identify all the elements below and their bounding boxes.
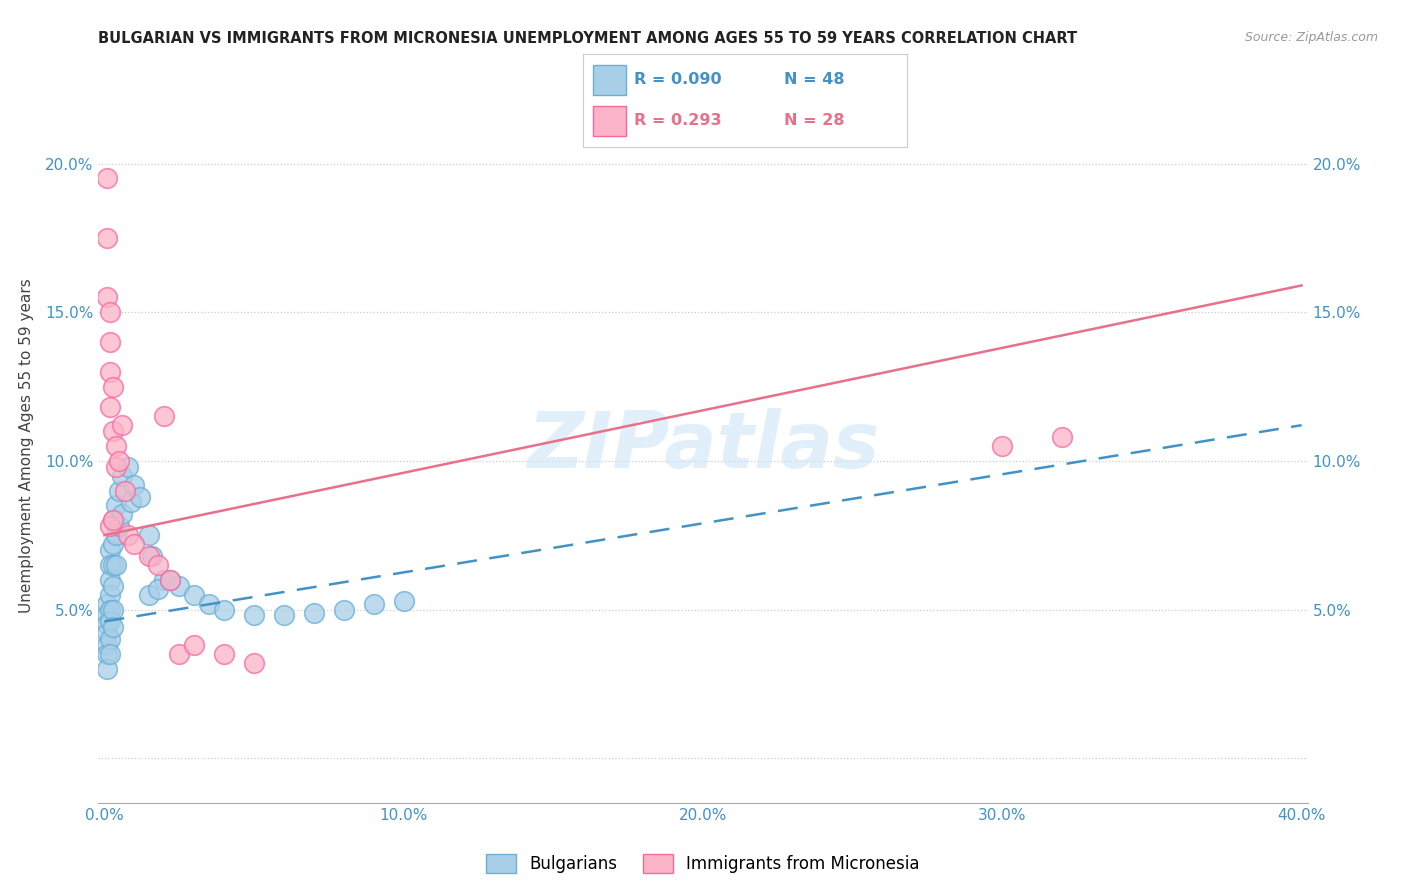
Legend: Bulgarians, Immigrants from Micronesia: Bulgarians, Immigrants from Micronesia <box>479 847 927 880</box>
Text: N = 48: N = 48 <box>785 72 845 87</box>
Text: N = 28: N = 28 <box>785 113 845 128</box>
Point <box>100 401 122 415</box>
Point <box>108 519 131 533</box>
Point <box>212 602 235 616</box>
Y-axis label: Unemployment Among Ages 55 to 59 years: Unemployment Among Ages 55 to 59 years <box>20 278 34 614</box>
Point <box>243 656 266 670</box>
Point <box>148 558 170 572</box>
Point <box>111 508 134 522</box>
Point <box>105 439 128 453</box>
Point <box>100 615 122 629</box>
Point <box>96 171 118 186</box>
Point <box>103 620 125 634</box>
Point <box>96 608 118 623</box>
Point <box>105 459 128 474</box>
Text: R = 0.293: R = 0.293 <box>634 113 721 128</box>
Point <box>167 579 190 593</box>
Point <box>333 602 356 616</box>
Point <box>153 409 176 424</box>
Point <box>103 537 125 551</box>
Point <box>111 418 134 433</box>
Point <box>114 483 136 498</box>
Point <box>159 573 181 587</box>
Point <box>105 528 128 542</box>
Point <box>103 513 125 527</box>
Point <box>120 495 142 509</box>
Point <box>273 608 295 623</box>
Point <box>198 597 221 611</box>
Point <box>96 617 118 632</box>
Point <box>100 519 122 533</box>
Point <box>100 602 122 616</box>
Point <box>100 588 122 602</box>
Point <box>103 602 125 616</box>
Point <box>100 558 122 572</box>
Point <box>100 365 122 379</box>
Point <box>96 626 118 640</box>
Point <box>991 439 1014 453</box>
Point <box>117 528 139 542</box>
Point <box>96 638 118 652</box>
Point <box>96 597 118 611</box>
Point <box>100 334 122 349</box>
Point <box>138 528 160 542</box>
Point <box>212 647 235 661</box>
Text: BULGARIAN VS IMMIGRANTS FROM MICRONESIA UNEMPLOYMENT AMONG AGES 55 TO 59 YEARS C: BULGARIAN VS IMMIGRANTS FROM MICRONESIA … <box>98 31 1077 46</box>
Point <box>96 647 118 661</box>
Point <box>129 490 152 504</box>
Point <box>96 231 118 245</box>
Point <box>100 543 122 558</box>
Text: ZIPatlas: ZIPatlas <box>527 408 879 484</box>
Point <box>108 454 131 468</box>
Point <box>124 537 146 551</box>
Point <box>96 662 118 676</box>
Point <box>105 499 128 513</box>
Point <box>96 290 118 304</box>
Text: Source: ZipAtlas.com: Source: ZipAtlas.com <box>1244 31 1378 45</box>
Point <box>117 459 139 474</box>
Point <box>302 606 325 620</box>
Point <box>138 588 160 602</box>
Point <box>1050 430 1073 444</box>
Point <box>159 573 181 587</box>
Bar <box>593 106 626 136</box>
Point <box>111 468 134 483</box>
Point <box>103 513 125 527</box>
Bar <box>593 65 626 95</box>
Point <box>363 597 385 611</box>
Point <box>103 424 125 438</box>
Point <box>103 579 125 593</box>
Point <box>392 593 415 607</box>
Point <box>103 379 125 393</box>
Point <box>148 582 170 596</box>
Point <box>183 588 205 602</box>
Point <box>243 608 266 623</box>
Point <box>167 647 190 661</box>
Point <box>183 638 205 652</box>
Point <box>138 549 160 563</box>
Point <box>105 558 128 572</box>
Point <box>124 477 146 491</box>
Point <box>108 483 131 498</box>
Point <box>100 647 122 661</box>
Point <box>103 558 125 572</box>
Text: R = 0.090: R = 0.090 <box>634 72 721 87</box>
Point <box>100 305 122 319</box>
Point <box>153 573 176 587</box>
Point <box>141 549 163 563</box>
Point <box>100 573 122 587</box>
Point <box>100 632 122 647</box>
